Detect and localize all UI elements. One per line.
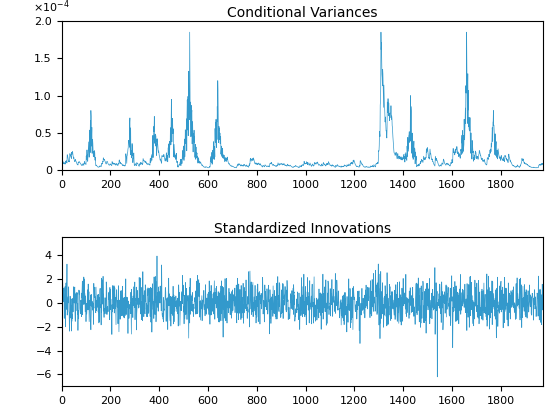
Title: Conditional Variances: Conditional Variances	[227, 6, 377, 20]
Title: Standardized Innovations: Standardized Innovations	[214, 222, 391, 236]
Text: $\times10^{-4}$: $\times10^{-4}$	[32, 0, 69, 15]
